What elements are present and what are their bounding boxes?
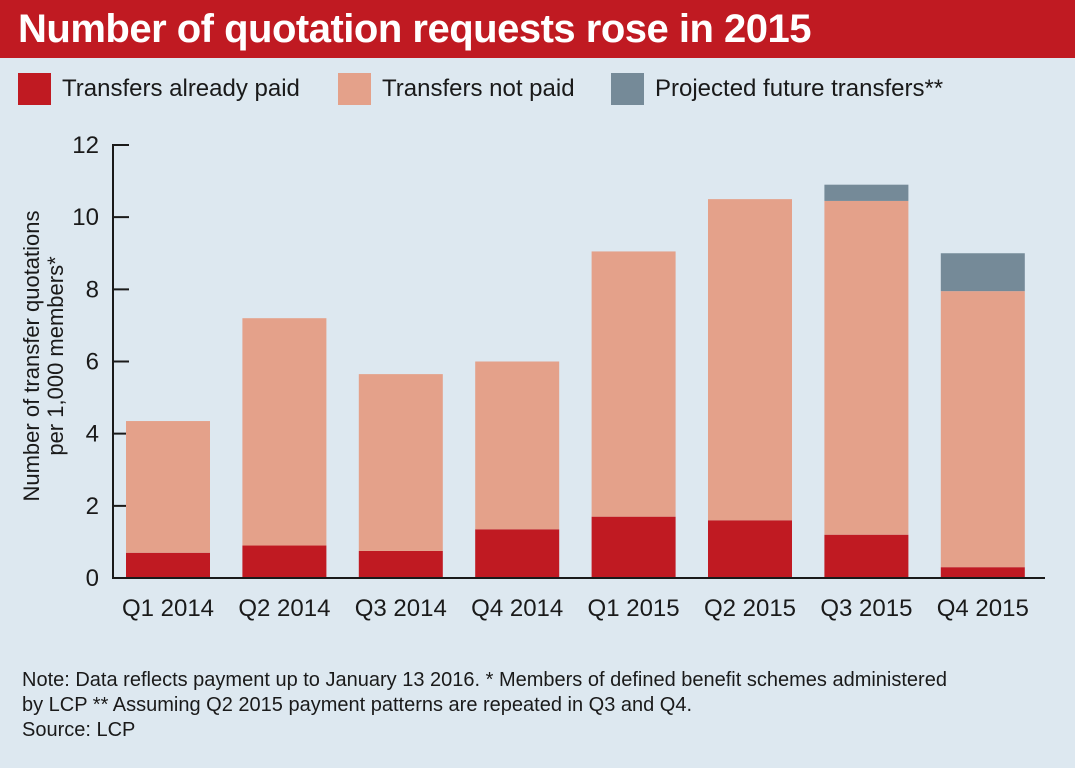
chart-note: Note: Data reflects payment up to Januar… [22, 668, 1062, 743]
y-tick-label: 12 [72, 132, 99, 159]
bar-segment [824, 534, 909, 578]
bar-segment [591, 516, 676, 578]
y-tick-label: 4 [86, 421, 99, 448]
x-tick-label: Q2 2014 [238, 595, 330, 622]
y-tick-label: 0 [86, 565, 99, 592]
note-source: Source: LCP [22, 719, 136, 741]
note-line-1: Note: Data reflects payment up to Januar… [22, 669, 947, 691]
bar-segment [824, 200, 909, 535]
chart-title: Number of quotation requests rose in 201… [18, 7, 812, 51]
bar-segment [475, 529, 560, 578]
x-tick-label: Q1 2014 [122, 595, 214, 622]
legend-swatch-not-paid [338, 73, 371, 105]
x-tick-label: Q4 2015 [937, 595, 1029, 622]
bar-segment [940, 291, 1025, 568]
bar-segment [824, 184, 909, 201]
legend-swatch-projected [611, 73, 644, 105]
bar-chart: 0 2 4 6 8 10 12 Q1 2014 Q2 2014 Q3 2014 Q4 2014 Q1 … [72, 132, 1045, 622]
x-tick-label: Q3 2015 [820, 595, 912, 622]
bar-segment [358, 550, 443, 578]
x-tick-label: Q4 2014 [471, 595, 563, 622]
legend-swatch-paid [18, 73, 51, 105]
bar-segment [708, 199, 792, 521]
bar-segment [242, 545, 327, 578]
bar-segment [591, 251, 676, 517]
legend-label-projected: Projected future transfers** [655, 75, 944, 102]
bar-segment [126, 552, 210, 578]
title-bar: Number of quotation requests rose in 201… [0, 0, 1075, 58]
bar-segment [475, 361, 560, 530]
legend: Transfers already paid Transfers not pai… [18, 71, 1058, 107]
y-tick-label: 6 [86, 349, 99, 376]
legend-label-not-paid: Transfers not paid [382, 75, 575, 102]
x-tick-label: Q3 2014 [355, 595, 447, 622]
legend-label-paid: Transfers already paid [62, 75, 300, 102]
bar-segment [940, 253, 1025, 292]
bar-segment [358, 374, 443, 551]
bar-segment [708, 520, 792, 578]
bar-segment [242, 318, 327, 546]
bar-segment [940, 567, 1025, 578]
y-tick-label: 10 [72, 204, 99, 231]
x-tick-label: Q2 2015 [704, 595, 796, 622]
note-line-2: by LCP ** Assuming Q2 2015 payment patte… [22, 694, 693, 716]
x-tick-label: Q1 2015 [588, 595, 680, 622]
y-tick-label: 2 [86, 493, 99, 520]
y-tick-label: 8 [86, 276, 99, 303]
bar-segment [126, 421, 210, 553]
